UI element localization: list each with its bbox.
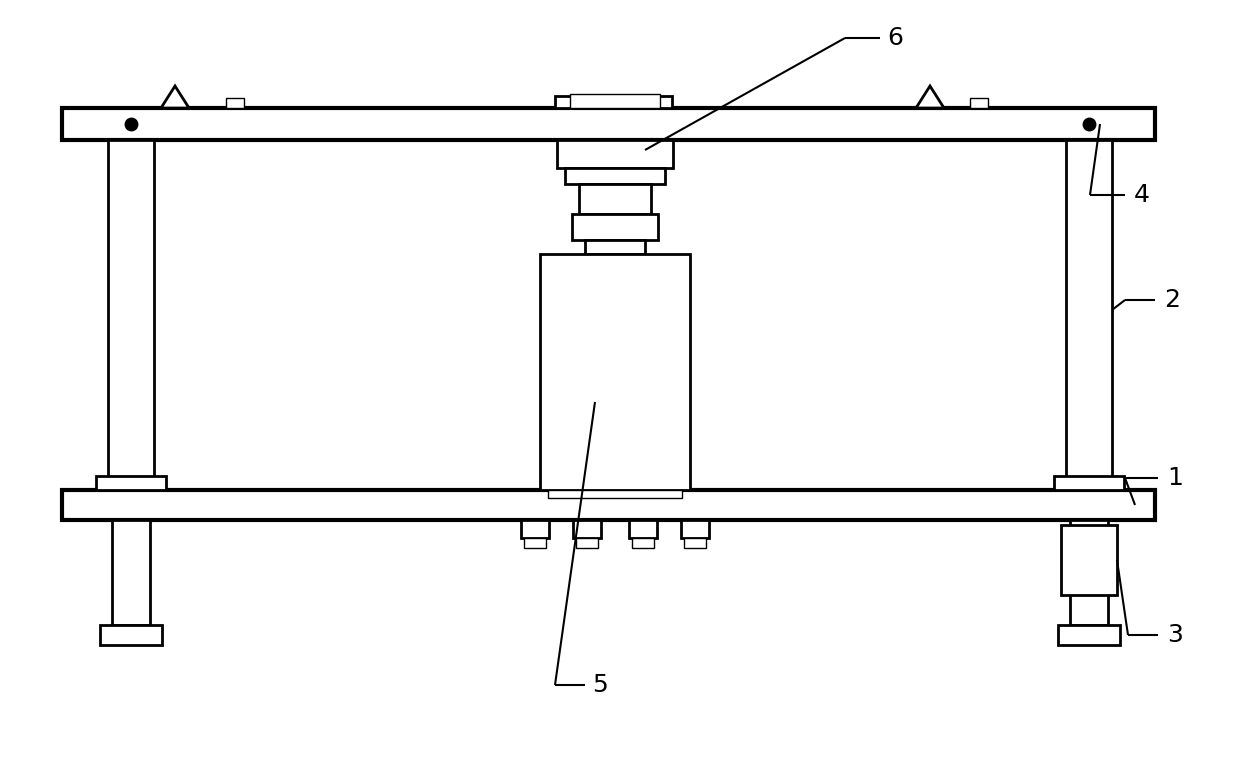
Bar <box>570 94 660 108</box>
Text: 3: 3 <box>1167 623 1183 647</box>
Bar <box>1066 140 1111 490</box>
Bar <box>650 96 672 108</box>
Bar <box>579 184 650 214</box>
Bar <box>1054 476 1124 490</box>
Text: 6: 6 <box>887 26 903 50</box>
Bar <box>225 98 244 108</box>
Bar <box>1070 520 1108 625</box>
Bar <box>572 214 658 240</box>
Bar <box>681 520 709 538</box>
Bar <box>1061 525 1118 595</box>
Bar <box>100 625 162 645</box>
Bar <box>555 96 577 108</box>
Text: 2: 2 <box>1163 288 1180 312</box>
Bar <box>629 520 657 538</box>
Bar <box>970 98 987 108</box>
Bar <box>522 520 549 538</box>
Bar <box>62 490 1155 520</box>
Bar <box>572 520 601 538</box>
Bar <box>524 538 546 548</box>
Bar <box>922 98 938 108</box>
Bar <box>548 490 681 498</box>
Polygon shape <box>161 86 190 108</box>
Bar <box>565 168 665 184</box>
Bar <box>1058 625 1120 645</box>
Bar <box>95 476 166 490</box>
Bar <box>167 98 183 108</box>
Text: 1: 1 <box>1167 466 1183 490</box>
Bar <box>108 140 154 490</box>
Bar <box>684 538 706 548</box>
Bar <box>62 108 1155 140</box>
Bar <box>112 520 150 625</box>
Text: 5: 5 <box>592 673 608 697</box>
Bar <box>576 538 598 548</box>
Bar <box>632 538 654 548</box>
Polygon shape <box>916 86 944 108</box>
Bar <box>585 240 646 254</box>
Bar <box>558 140 673 168</box>
Text: 4: 4 <box>1134 183 1150 207</box>
Bar <box>540 254 690 490</box>
